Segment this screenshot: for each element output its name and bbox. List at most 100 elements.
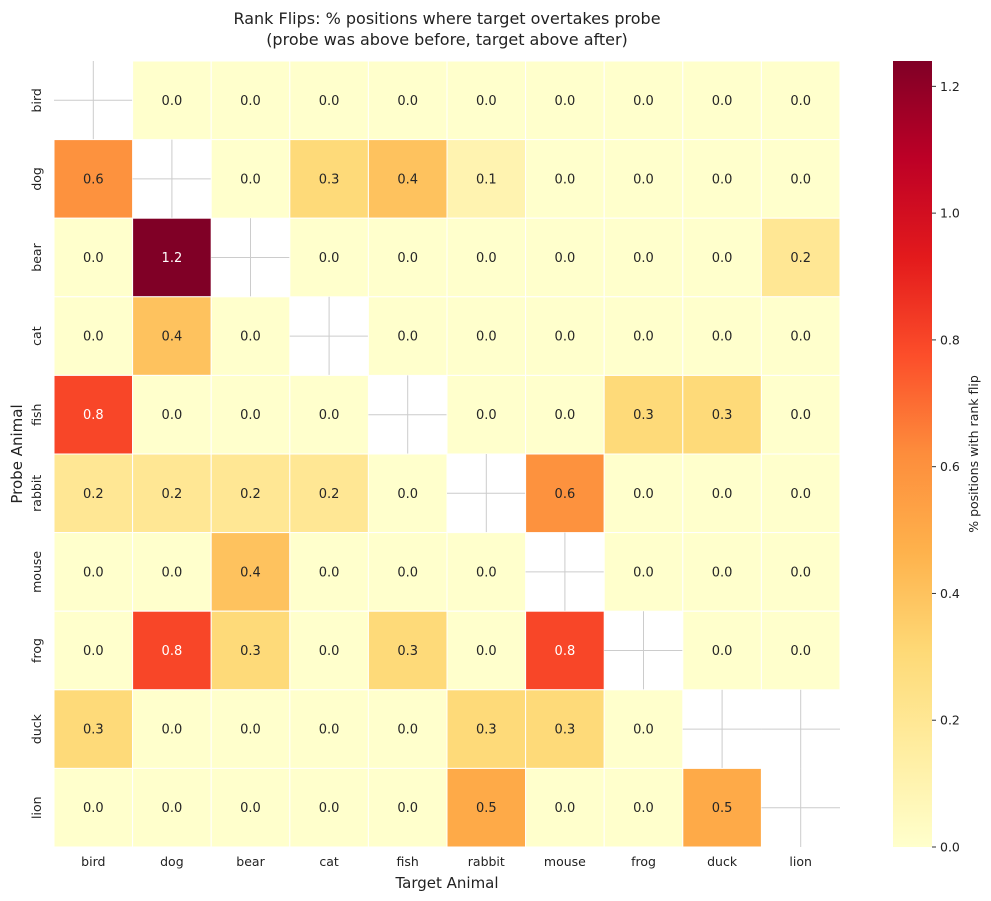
- heatmap-cell: [525, 60, 605, 141]
- colorbar-gradient: [893, 61, 932, 847]
- cell-value-label: 0.0: [790, 408, 811, 423]
- colorbar-tick-label: 0.2: [940, 713, 960, 728]
- heatmap-cell: [210, 453, 291, 534]
- cell-value-label: 0.0: [633, 723, 654, 738]
- y-tick-label: duck: [29, 713, 44, 744]
- heatmap-cell: [760, 217, 841, 298]
- cell-value-label: 0.0: [476, 251, 497, 266]
- cell-value-label: 0.0: [476, 330, 497, 345]
- cell-value-label: 0.3: [476, 723, 497, 738]
- cell-value-label: 0.0: [476, 94, 497, 109]
- heatmap-cell: [525, 767, 605, 848]
- cell-value-label: 0.0: [633, 565, 654, 580]
- cell-value-label: 0.0: [555, 251, 576, 266]
- cell-value-label: 0.0: [555, 330, 576, 345]
- heatmap-cells: 0.0 0.0 0.0 0.0 0.0 0.0 0.0 0.0 0.0 0.6 0.0 0.3 0.4 0…: [53, 60, 841, 848]
- x-tick-label: duck: [707, 854, 738, 869]
- cell-value-label: 0.0: [633, 94, 654, 109]
- y-tick-label: cat: [29, 326, 44, 346]
- heatmap-cell: [53, 689, 134, 769]
- heatmap-cell: [525, 610, 605, 691]
- x-tick-label: frog: [631, 854, 656, 869]
- heatmap-cell: [525, 374, 605, 455]
- heatmap-cell: [53, 453, 134, 534]
- heatmap-cell: [210, 532, 291, 612]
- cell-value-label: 0.0: [790, 565, 811, 580]
- heatmap-cell: [682, 217, 762, 298]
- colorbar: 0.0 0.2 0.4 0.6 0.8 1.0 1.2: [893, 61, 960, 855]
- cell-value-label: 0.0: [555, 172, 576, 187]
- cell-value-label: 0.0: [240, 330, 261, 345]
- colorbar-tick-label: 0.6: [940, 459, 960, 474]
- cell-value-label: 0.0: [712, 94, 733, 109]
- cell-value-label: 0.0: [397, 330, 418, 345]
- heatmap-cell: [289, 374, 369, 455]
- cell-value-label: 0.8: [162, 644, 183, 659]
- cell-value-label: 0.2: [240, 487, 261, 502]
- cell-value-label: 0.0: [240, 801, 261, 816]
- heatmap-cell: [603, 767, 684, 848]
- heatmap-cell: [682, 453, 762, 534]
- heatmap-cell: [53, 296, 134, 376]
- heatmap-cell: [132, 217, 212, 298]
- heatmap-cell: [210, 689, 291, 769]
- cell-value-label: 0.0: [83, 644, 104, 659]
- cell-value-label: 0.0: [633, 172, 654, 187]
- heatmap-cell: [446, 217, 527, 298]
- cell-value-label: 0.2: [83, 487, 104, 502]
- cell-value-label: 0.0: [319, 801, 340, 816]
- heatmap-cell: [446, 689, 527, 769]
- cell-value-label: 0.6: [83, 172, 104, 187]
- cell-value-label: 0.3: [83, 723, 104, 738]
- x-tick-label: fish: [397, 854, 419, 869]
- heatmap-cell: [367, 532, 448, 612]
- cell-value-label: 0.2: [790, 251, 811, 266]
- cell-value-label: 0.0: [712, 565, 733, 580]
- cell-value-label: 0.0: [712, 330, 733, 345]
- cell-value-label: 0.0: [790, 330, 811, 345]
- x-tick-label: dog: [160, 854, 184, 869]
- cell-value-label: 0.0: [83, 330, 104, 345]
- cell-value-label: 1.2: [162, 251, 183, 266]
- cell-value-label: 0.0: [790, 172, 811, 187]
- heatmap-cell: [53, 610, 134, 691]
- cell-value-label: 0.1: [476, 172, 497, 187]
- colorbar-tick-label: 1.2: [940, 79, 960, 94]
- heatmap-cell: [210, 139, 291, 219]
- heatmap-cell: [525, 296, 605, 376]
- cell-value-label: 0.0: [397, 94, 418, 109]
- cell-value-label: 0.0: [633, 801, 654, 816]
- heatmap-cell: [289, 217, 369, 298]
- heatmap-cell: [603, 60, 684, 141]
- cell-value-label: 0.0: [712, 172, 733, 187]
- cell-value-label: 0.0: [555, 801, 576, 816]
- cell-value-label: 0.8: [555, 644, 576, 659]
- x-tick-label: cat: [319, 854, 339, 869]
- cell-value-label: 0.8: [83, 408, 104, 423]
- x-tick-label: bird: [81, 854, 105, 869]
- cell-value-label: 0.3: [555, 723, 576, 738]
- heatmap-cell: [603, 374, 684, 455]
- heatmap-cell: [210, 767, 291, 848]
- x-tick-label: bear: [236, 854, 265, 869]
- y-tick-label: dog: [29, 167, 44, 191]
- cell-value-label: 0.0: [397, 801, 418, 816]
- heatmap-cell: [367, 610, 448, 691]
- heatmap-cell: [53, 139, 134, 219]
- cell-value-label: 0.0: [240, 94, 261, 109]
- cell-value-label: 0.0: [319, 644, 340, 659]
- y-tick-label: rabbit: [29, 475, 44, 512]
- cell-value-label: 0.0: [476, 644, 497, 659]
- cell-value-label: 0.3: [319, 172, 340, 187]
- colorbar-tick-label: 1.0: [940, 206, 960, 221]
- heatmap-cell: [446, 139, 527, 219]
- x-tick-label: lion: [789, 854, 812, 869]
- heatmap-cell: [132, 610, 212, 691]
- y-tick-labels: bird dog bear cat fish rabbit mouse frog duck lio…: [29, 88, 44, 819]
- cell-value-label: 0.0: [712, 251, 733, 266]
- heatmap-cell: [446, 532, 527, 612]
- cell-value-label: 0.0: [397, 251, 418, 266]
- cell-value-label: 0.3: [712, 408, 733, 423]
- cell-value-label: 0.0: [712, 644, 733, 659]
- cell-value-label: 0.0: [555, 94, 576, 109]
